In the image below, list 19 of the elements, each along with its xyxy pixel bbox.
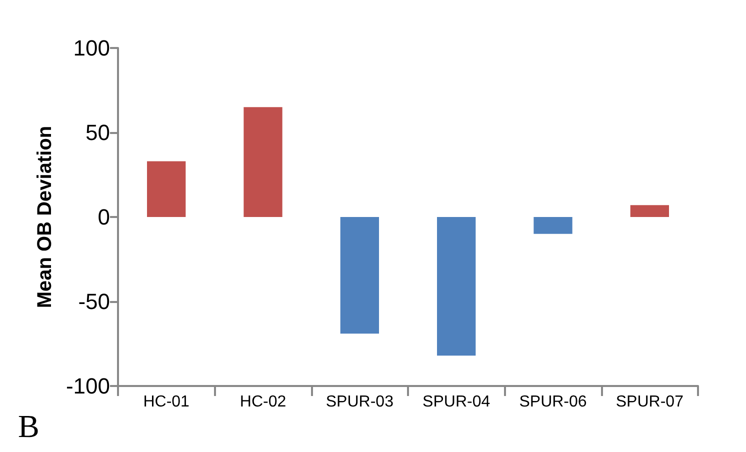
x-tick-label: HC-01 [143, 394, 190, 410]
x-tick-label: SPUR-07 [616, 394, 684, 410]
y-tick-label: -100 [66, 374, 110, 398]
text: B [18, 408, 40, 444]
bar [630, 205, 669, 217]
x-tick-label: HC-02 [240, 394, 286, 410]
y-tick-label: 50 [86, 120, 110, 145]
bar [147, 161, 186, 217]
bar [534, 217, 572, 234]
x-tick-label: SPUR-03 [326, 394, 394, 410]
bar [244, 107, 282, 217]
x-tick-label: SPUR-04 [422, 394, 490, 410]
bar [437, 217, 476, 356]
y-tick-label: -50 [78, 289, 110, 314]
y-axis-title: Mean OB Deviation [34, 126, 56, 308]
y-tick-label: 100 [73, 36, 110, 60]
y-tick-label: 0 [98, 204, 110, 230]
x-tick-label: SPUR-06 [519, 394, 587, 410]
bar [340, 217, 379, 334]
